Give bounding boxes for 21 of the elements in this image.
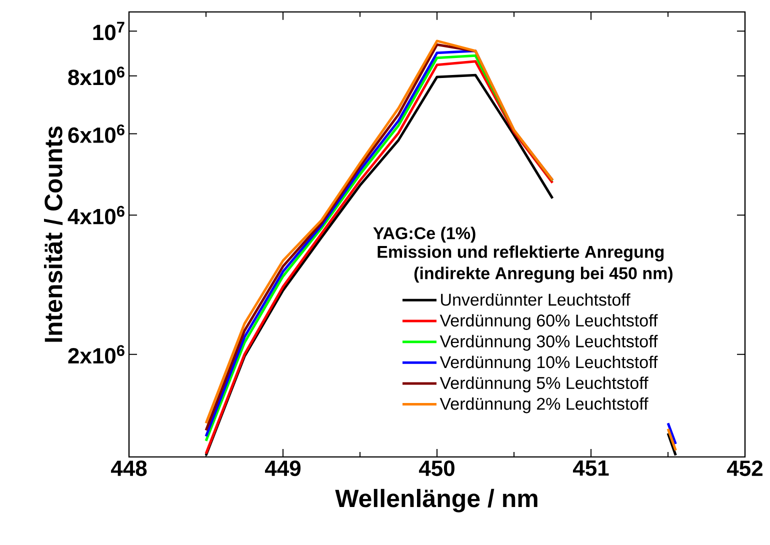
x-tick-label: 449 [264, 460, 301, 476]
y-axis-title: Intensität / Counts [44, 126, 63, 342]
legend-label: Verdünnung 60% Leuchtstoff [440, 314, 658, 330]
y-tick-label: 10$^{7}$ [93, 22, 124, 40]
legend-label: Verdünnung 5% Leuchtstoff [440, 376, 648, 392]
legend-label: Verdünnung 10% Leuchtstoff [440, 356, 658, 372]
x-tick-label: 452 [726, 460, 762, 476]
x-axis-title: Wellenlänge / nm [335, 488, 538, 512]
annotation: (indirekte Anregung bei 450 nm) [414, 266, 672, 283]
x-tick-label: 448 [110, 460, 147, 476]
y-tick-label: 6x10$^{6}$ [68, 124, 124, 143]
y-tick-label: 2x10$^{6}$ [68, 345, 124, 364]
legend-label: Verdünnung 30% Leuchtstoff [440, 334, 658, 351]
legend-label: Unverdünnter Leuchtstoff [441, 293, 630, 306]
x-tick-label: 450 [418, 460, 454, 476]
annotation: Emission und reflektierte Anregung [378, 245, 664, 262]
y-tick-label: 8x10$^{6}$ [68, 66, 124, 86]
x-tick-label: 451 [572, 460, 609, 476]
y-tick-label: 4x10$^{6}$ [68, 206, 124, 224]
legend-label: Verdünnung 2% Leuchtstoff [440, 397, 648, 414]
legend-title: YAG:Ce (1%) [373, 226, 476, 243]
